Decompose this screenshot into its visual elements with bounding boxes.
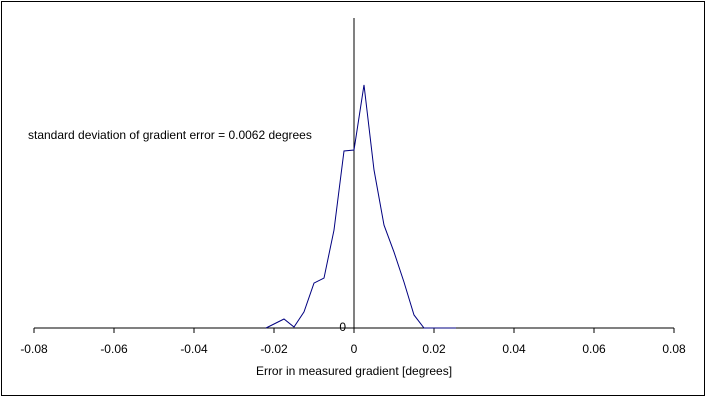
x-tick-label: -0.02 [260, 342, 288, 356]
chart-frame [1, 1, 705, 396]
annotation: standard deviation of gradient error = 0… [28, 128, 312, 142]
x-tick-label: 0.02 [422, 342, 446, 356]
y-tick-label: 0 [339, 320, 346, 334]
data-line [265, 84, 456, 329]
x-axis-label: Error in measured gradient [degrees] [256, 364, 452, 378]
x-tick-label: 0.06 [582, 342, 606, 356]
x-tick-label: -0.04 [180, 342, 208, 356]
x-tick-label: 0 [351, 342, 358, 356]
x-tick-label: -0.06 [100, 342, 128, 356]
x-tick-label: 0.04 [502, 342, 526, 356]
x-tick-label: 0.08 [662, 342, 686, 356]
x-tick-label: -0.08 [20, 342, 48, 356]
